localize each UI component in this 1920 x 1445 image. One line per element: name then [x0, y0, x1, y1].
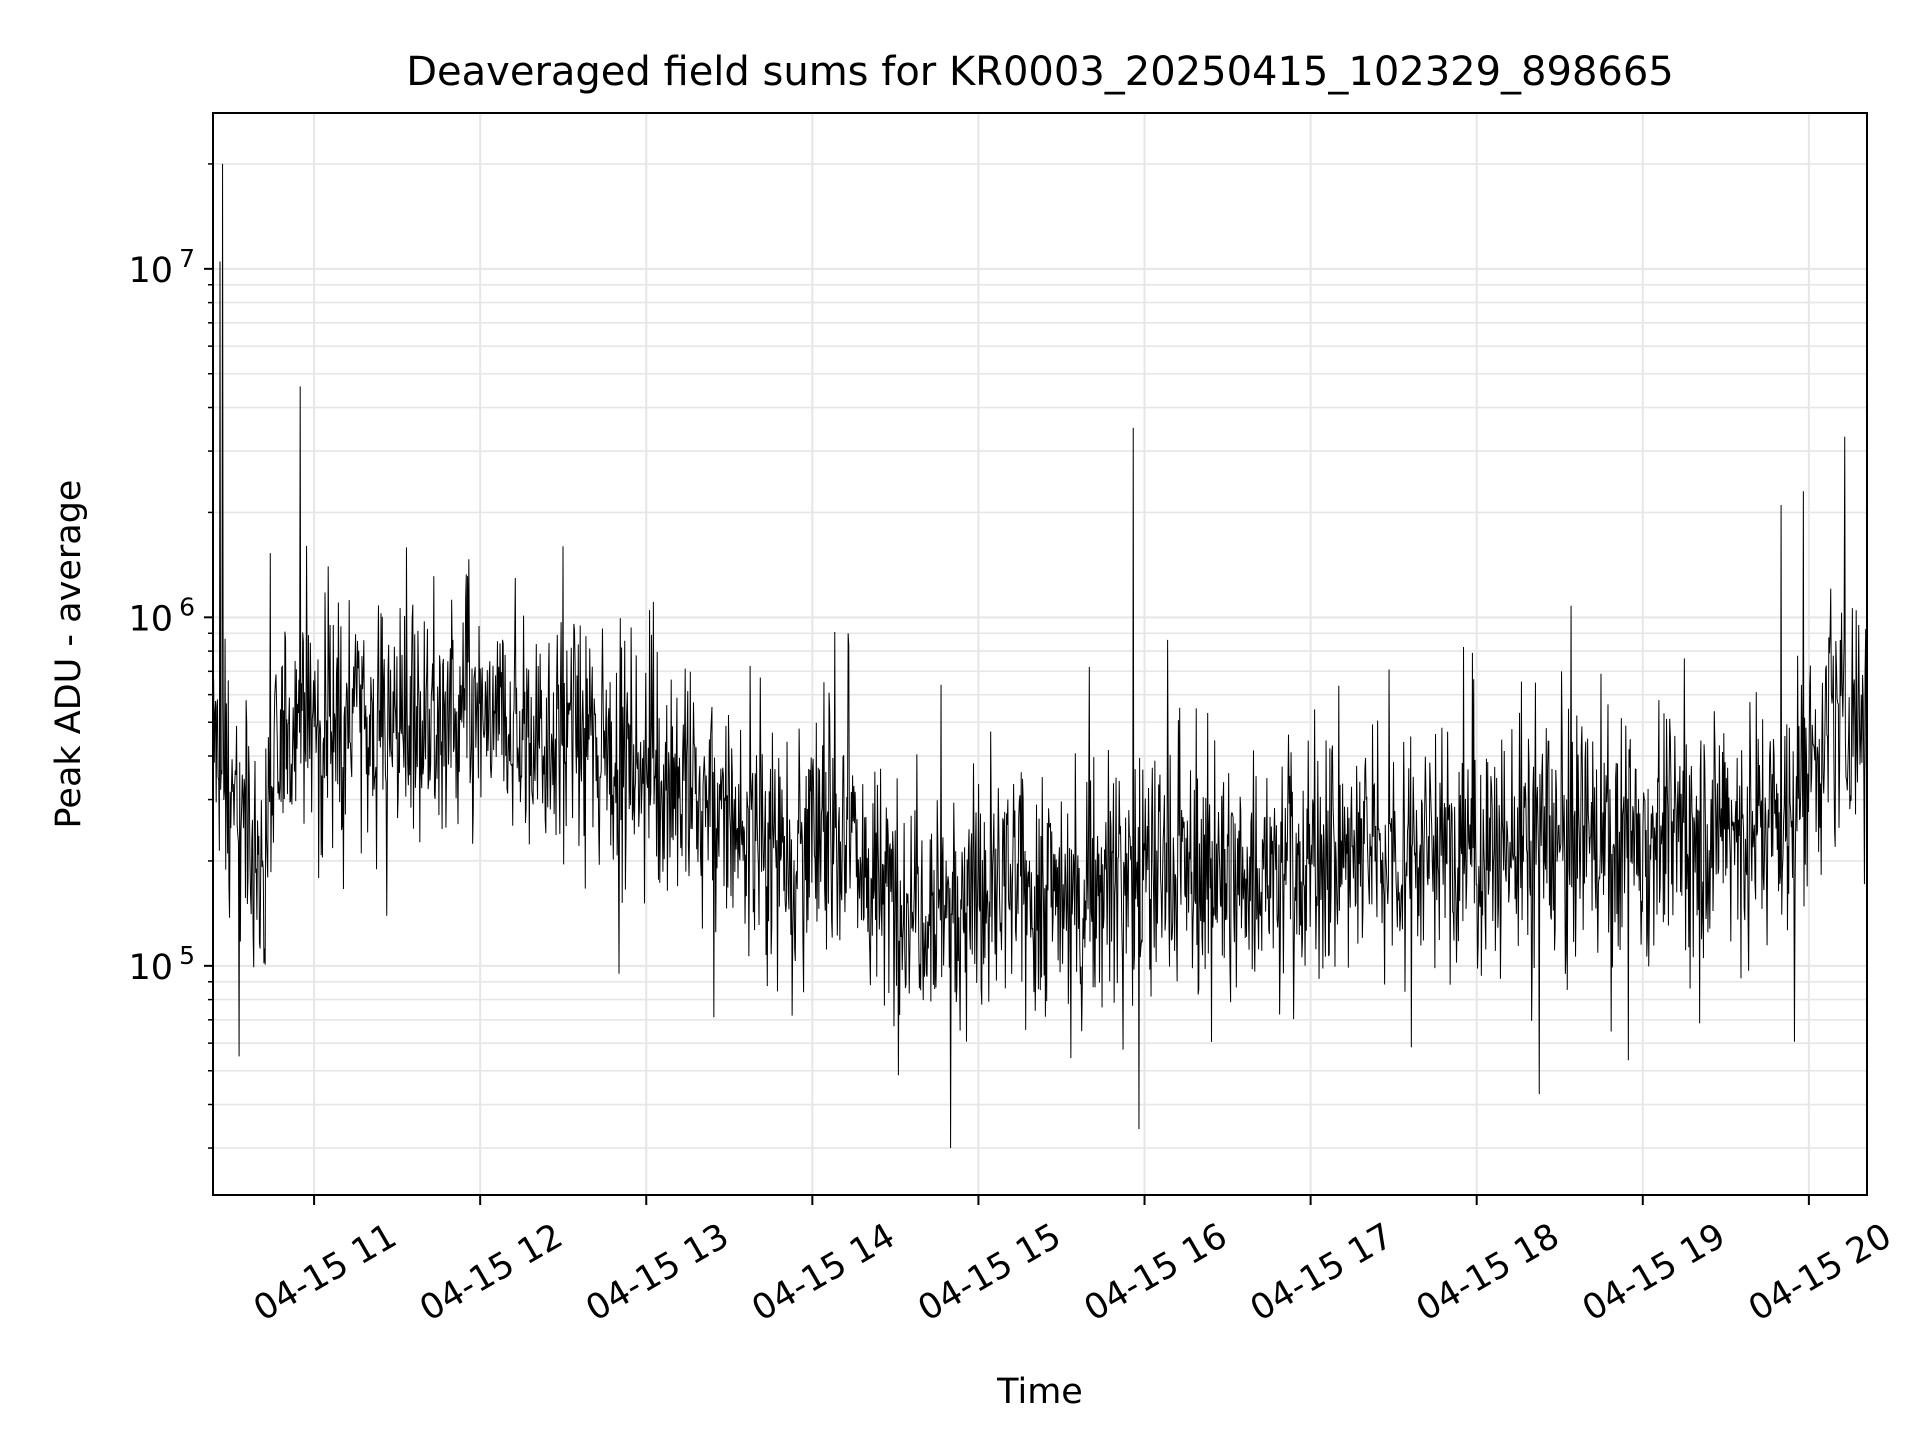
y-tick-exponent: 5 [179, 941, 195, 970]
y-tick-label: 10 [128, 948, 173, 988]
y-axis-label: Peak ADU - average [49, 480, 89, 829]
series-layer [212, 163, 1868, 1149]
series-line [212, 163, 1868, 1149]
y-tick-base: 10 [128, 251, 173, 291]
x-axis-label: Time [996, 1372, 1083, 1412]
y-tick-label: 10 [128, 251, 173, 291]
y-tick-label: 10 [128, 599, 173, 639]
y-tick-exponent: 6 [179, 592, 195, 621]
y-tick-base: 10 [128, 948, 173, 988]
plot-frame [212, 112, 1868, 1196]
y-tick-base: 10 [128, 599, 173, 639]
chart-title: Deaveraged field sums for KR0003_2025041… [406, 49, 1674, 95]
y-tick-exponent: 7 [179, 244, 195, 273]
